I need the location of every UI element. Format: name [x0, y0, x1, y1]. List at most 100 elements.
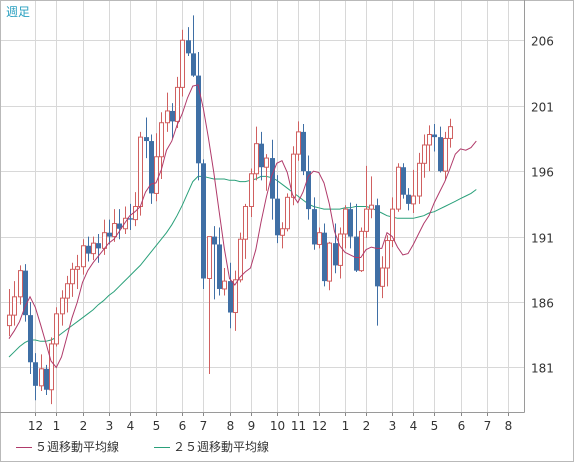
candle-body-up: [18, 270, 23, 298]
candle-body-down: [117, 223, 122, 229]
x-tick-label: 3: [389, 419, 397, 433]
candle-body-down: [259, 143, 264, 168]
x-tick-label: 5: [153, 419, 161, 433]
y-tick-label: 201: [531, 101, 554, 115]
candle-body-down: [23, 270, 28, 316]
candle-body-up: [165, 110, 170, 124]
candle-body-up: [180, 39, 185, 88]
x-tick-label: 12: [28, 419, 43, 433]
candle-body-down: [186, 40, 191, 54]
candle-body-down: [201, 163, 206, 279]
candle-body-up: [39, 368, 44, 387]
candle-body-down: [438, 137, 443, 172]
candle-body-down: [86, 245, 91, 254]
candle-body-down: [217, 244, 222, 289]
candle-body-down: [170, 110, 175, 122]
candle-body-up: [264, 157, 269, 168]
candle-body-down: [96, 243, 101, 249]
candle-body-up: [280, 228, 285, 236]
candle-body-down: [306, 171, 311, 210]
candle-body-up: [60, 297, 65, 315]
candle-body-down: [107, 232, 112, 237]
x-tick-label: 10: [270, 419, 285, 433]
x-tick-label: 4: [127, 419, 135, 433]
x-tick-label: 5: [431, 419, 439, 433]
chart-title: 週足: [6, 5, 30, 19]
y-tick-label: 181: [531, 362, 554, 376]
candle-body-up: [70, 268, 75, 285]
candle-body-up: [296, 131, 301, 155]
candle-body-up: [443, 137, 448, 172]
candle-body-down: [191, 53, 196, 76]
candle-body-up: [175, 86, 180, 122]
candle-body-down: [149, 141, 154, 194]
x-tick-label: 6: [179, 419, 187, 433]
candle-body-down: [128, 218, 133, 220]
candle-body-up: [112, 223, 117, 238]
candle-body-down: [348, 209, 353, 237]
candle-body-down: [228, 281, 233, 313]
legend-label-ma25: ２５週移動平均線: [173, 440, 270, 454]
candle-body-up: [7, 314, 12, 327]
candle-body-down: [270, 158, 275, 199]
candle-body-up: [369, 204, 374, 210]
candle-body-down: [33, 362, 38, 386]
x-tick-label: 8: [227, 419, 235, 433]
legend-label-ma5: ５週移動平均線: [35, 440, 120, 454]
x-tick-label: 3: [106, 419, 114, 433]
candle-body-up: [243, 206, 248, 240]
candle-body-down: [406, 194, 411, 204]
candle-body-up: [54, 313, 59, 345]
candle-body-up: [422, 144, 427, 164]
candle-body-down: [44, 368, 49, 390]
candle-body-up: [411, 195, 416, 205]
candle-body-up: [123, 217, 128, 230]
candle-body-up: [207, 236, 212, 279]
x-tick-label: 7: [200, 419, 208, 433]
candle-body-down: [301, 131, 306, 172]
x-tick-label: 1: [53, 419, 61, 433]
y-tick-label: 196: [531, 166, 554, 180]
candle-body-up: [222, 280, 227, 290]
candle-body-up: [359, 230, 364, 272]
candle-body-up: [133, 206, 138, 221]
candle-body-up: [81, 245, 86, 268]
candle-body-up: [317, 232, 322, 245]
x-tick-label: 1: [342, 419, 350, 433]
y-tick-label: 206: [531, 35, 554, 49]
candle-body-down: [144, 137, 149, 142]
candle-body-up: [159, 122, 164, 158]
axes: [0, 0, 525, 416]
candle-body-up: [327, 242, 332, 282]
candle-body-up: [65, 283, 70, 299]
x-tick-label: 6: [458, 419, 466, 433]
candle-body-up: [233, 279, 238, 314]
candle-body-down: [322, 232, 327, 282]
legend-swatch-ma25: [154, 447, 170, 448]
candle-body-up: [285, 196, 290, 230]
x-tick-label: 2: [363, 419, 371, 433]
legend-item-ma5: ５週移動平均線: [16, 438, 119, 455]
candle-body-up: [238, 238, 243, 281]
candle-body-down: [212, 236, 217, 245]
ma5-line: [8, 84, 477, 369]
candle-body-up: [75, 266, 80, 270]
candle-body-down: [333, 243, 338, 266]
candle-body-up: [91, 242, 96, 255]
ma25-line-layer: [8, 175, 477, 358]
candle-body-up: [138, 136, 143, 208]
candle-body-up: [417, 162, 422, 197]
x-tick-label: 11: [291, 419, 306, 433]
candle-body-up: [12, 296, 17, 316]
legend-swatch-ma5: [16, 447, 32, 448]
candle-body-up: [380, 267, 385, 287]
x-tick-label: 8: [505, 419, 513, 433]
ma25-line: [8, 175, 477, 358]
candle-body-down: [196, 75, 201, 164]
candle-body-down: [275, 198, 280, 236]
candle-body-up: [427, 134, 432, 146]
candle-body-up: [338, 233, 343, 266]
ma5-line-layer: [8, 84, 477, 369]
